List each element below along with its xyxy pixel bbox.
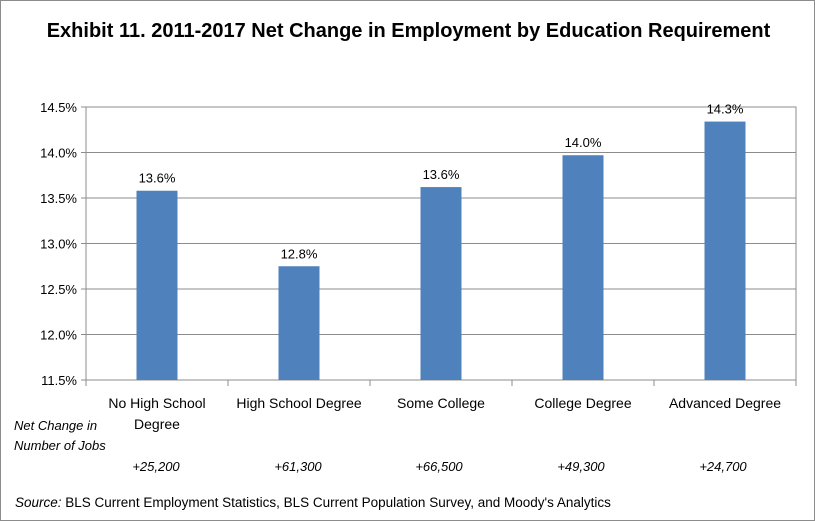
bar: [278, 266, 320, 380]
x-category-label: College Degree: [534, 395, 631, 411]
y-tick-label: 12.5%: [40, 282, 77, 297]
bar: [136, 190, 178, 380]
x-category-label: High School Degree: [236, 395, 362, 411]
chart-title: Exhibit 11. 2011-2017 Net Change in Empl…: [46, 20, 771, 42]
data-label: 14.0%: [565, 135, 602, 150]
net-change-label: Net Change in Number of Jobs: [14, 418, 106, 453]
source-note: Source: BLS Current Employment Statistic…: [15, 494, 611, 512]
source-prefix: Source:: [15, 495, 62, 510]
data-label: 13.6%: [423, 167, 460, 182]
net-change-value: +61,300: [274, 459, 322, 474]
source-text: BLS Current Employment Statistics, BLS C…: [61, 495, 611, 510]
bar: [562, 155, 604, 380]
data-label: 12.8%: [281, 246, 318, 261]
y-tick-label: 11.5%: [41, 373, 77, 388]
data-label: 14.3%: [707, 102, 744, 117]
bar: [704, 121, 746, 380]
x-category-label: Advanced Degree: [669, 395, 781, 411]
y-tick-label: 12.0%: [40, 328, 77, 343]
x-category-label: No High School: [108, 395, 205, 411]
net-change-value: +66,500: [415, 459, 463, 474]
net-change-value: +49,300: [557, 459, 605, 474]
data-label: 13.6%: [139, 171, 176, 186]
x-category-label: Degree: [134, 416, 180, 432]
y-tick-label: 14.5%: [40, 100, 77, 115]
x-category-label: Some College: [397, 395, 485, 411]
y-tick-label: 13.0%: [40, 237, 77, 252]
bar: [420, 187, 462, 380]
net-change-value: +25,200: [132, 459, 180, 474]
net-change-value: +24,700: [699, 459, 747, 474]
y-tick-label: 14.0%: [40, 146, 77, 161]
y-tick-label: 13.5%: [40, 191, 77, 206]
